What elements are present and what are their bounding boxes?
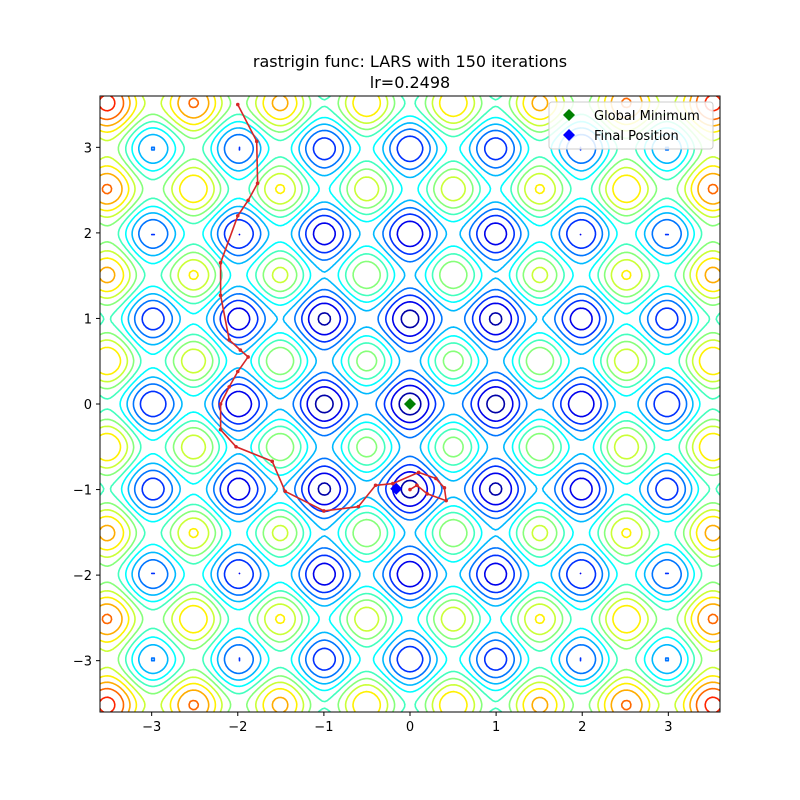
legend-label-global-minimum: Global Minimum	[594, 109, 700, 124]
contour-level-1	[225, 220, 595, 588]
x-tick-label-2: −1	[314, 720, 333, 735]
path-point-9	[246, 355, 250, 359]
y-tick-label-6: 3	[84, 141, 92, 156]
contour-level-5	[119, 115, 701, 693]
path-point-25	[425, 492, 430, 496]
path-point-3	[246, 198, 250, 203]
path-point-26	[415, 483, 419, 488]
x-tick-label-6: 3	[664, 720, 672, 735]
contour-level-6	[100, 96, 720, 712]
y-tick-label-0: −3	[73, 655, 92, 670]
legend-label-final-position: Final Position	[594, 129, 679, 144]
y-tick-label-3: 0	[84, 398, 92, 413]
contour-level-8	[100, 96, 720, 712]
optimizer-path	[218, 102, 448, 513]
y-tick-label-5: 2	[84, 227, 92, 242]
path-point-18	[356, 504, 361, 509]
x-tick-label-0: −3	[142, 720, 161, 735]
path-point-0	[235, 102, 240, 107]
marker-global-minimum	[404, 398, 416, 410]
chart-title: rastrigin func: LARS with 150 iterations	[253, 52, 567, 71]
path-point-21	[416, 470, 421, 475]
path-point-10	[235, 369, 240, 374]
markers	[390, 398, 416, 495]
y-tick-label-2: −1	[73, 484, 92, 499]
path-point-11	[227, 385, 231, 389]
chart-subtitle: lr=0.2498	[370, 73, 450, 92]
y-axis: −3 −2 −1 0 1 2 3	[73, 141, 100, 670]
x-axis: −3 −2 −1 0 1 2 3	[142, 712, 672, 735]
contour-level-0	[314, 309, 506, 499]
path-point-24	[444, 498, 448, 503]
path-point-27	[408, 487, 412, 492]
path-point-20	[390, 481, 395, 486]
path-point-23	[442, 486, 447, 490]
path-point-12	[218, 402, 223, 406]
legend-marker-global-minimum	[563, 109, 575, 121]
path-point-17	[322, 509, 326, 513]
path-point-19	[373, 483, 378, 488]
contour-level-7	[100, 96, 720, 712]
marker-final-position	[390, 482, 403, 495]
x-tick-label-4: 1	[492, 720, 500, 735]
path-point-14	[234, 444, 238, 449]
legend: Global Minimum Final Position	[548, 101, 714, 150]
contour-level-2	[139, 135, 681, 673]
path-point-6	[218, 293, 223, 298]
path-point-4	[235, 213, 240, 218]
y-tick-label-1: −2	[73, 569, 92, 584]
path-point-5	[218, 261, 223, 265]
y-tick-label-4: 1	[84, 312, 92, 327]
contour-lines	[100, 96, 720, 712]
path-point-15	[270, 459, 275, 464]
path-point-1	[254, 139, 259, 144]
legend-box	[548, 101, 714, 150]
contour-level-4	[126, 122, 694, 686]
x-tick-label-1: −2	[228, 720, 247, 735]
path-point-8	[238, 348, 243, 352]
path-point-7	[227, 338, 231, 342]
path-point-22	[434, 476, 438, 481]
path-line	[219, 104, 448, 512]
path-point-16	[283, 489, 287, 494]
x-tick-label-3: 0	[406, 720, 414, 735]
legend-marker-final-position	[563, 129, 575, 141]
x-tick-label-5: 2	[578, 720, 586, 735]
path-point-13	[218, 427, 223, 432]
path-point-2	[255, 181, 260, 186]
